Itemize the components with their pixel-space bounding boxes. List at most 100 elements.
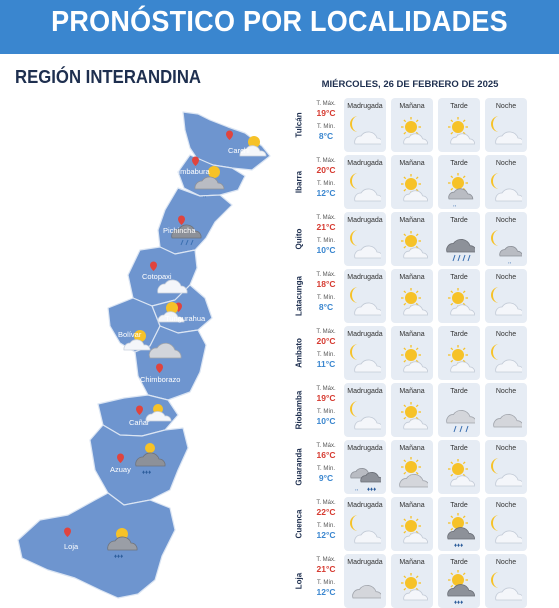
period-cell: Mañana — [391, 383, 433, 437]
max-temp: 16°C — [316, 450, 336, 460]
period-label: Mañana — [399, 217, 425, 224]
period-cell: Tarde ♦♦♦ — [438, 497, 480, 551]
period-cell: Madrugada — [344, 497, 386, 551]
pin-cotopaxi-icon — [150, 261, 157, 271]
forecast-row: Loja T. Máx. 21°C T. Mín. 12°C Madrugada Mañan… — [290, 554, 530, 608]
period-label: Mañana — [399, 388, 425, 395]
map-label-pichincha: Pichincha — [163, 226, 196, 235]
map-label-carchi: Carchi — [228, 146, 250, 155]
min-temp: 12°C — [316, 188, 336, 198]
period-label: Madrugada — [347, 331, 383, 338]
temperature-block: T. Máx. 21°C T. Mín. 12°C — [312, 556, 340, 597]
moon-cloud-icon — [491, 458, 522, 487]
forecast-row: Riobamba T. Máx. 19°C T. Mín. 10°C Madrugada M… — [290, 383, 530, 437]
sun-cloud-icon — [448, 288, 475, 316]
min-temp: 8°C — [318, 131, 334, 141]
map-gray-cloud-icon — [148, 342, 182, 359]
sun-cloud-icon — [401, 117, 428, 145]
temperature-block: T. Máx. 18°C T. Mín. 8°C — [312, 271, 340, 312]
map-sun-cloud-icon — [239, 136, 267, 157]
period-cell: Noche — [485, 326, 527, 380]
sun-cloud-icon — [448, 117, 475, 145]
period-label: Noche — [495, 160, 517, 167]
moon-cloud-icon — [350, 287, 381, 316]
period-label: Tarde — [450, 388, 468, 395]
period-label: Mañana — [399, 559, 425, 566]
sun-cloud-icon — [401, 288, 428, 316]
min-label: T. Mín. — [316, 124, 335, 130]
temperature-block: T. Máx. 21°C T. Mín. 10°C — [312, 214, 340, 255]
forecast-row: Latacunga T. Máx. 18°C T. Mín. 8°C Madrugada M… — [290, 269, 530, 323]
svg-text:♦♦♦: ♦♦♦ — [454, 600, 463, 606]
period-cell: Tarde,, — [438, 155, 480, 209]
min-temp: 8°C — [318, 302, 334, 312]
forecast-row: Tulcán T. Máx. 19°C T. Mín. 8°C Madrugada Maña… — [290, 98, 530, 152]
period-label: Madrugada — [347, 217, 383, 224]
page-title: PRONÓSTICO POR LOCALIDADES — [51, 6, 508, 38]
region-title: REGIÓN INTERANDINA — [15, 67, 202, 87]
period-cell: Mañana — [391, 554, 433, 608]
city-name: Latacunga — [294, 275, 303, 317]
map-sun-cloud-icon-2 — [157, 302, 185, 323]
map-label-imbabura: Imbabura — [178, 167, 211, 176]
map-pins — [64, 130, 233, 537]
period-cell: Noche — [485, 554, 527, 608]
forecast-date: MIÉRCOLES, 26 DE FEBRERO DE 2025 — [321, 79, 499, 90]
max-temp: 20°C — [316, 336, 336, 346]
period-cell: Noche — [485, 269, 527, 323]
period-label: Mañana — [399, 274, 425, 281]
svg-text:,,: ,, — [453, 202, 457, 207]
min-label: T. Mín. — [316, 295, 335, 301]
pin-azuay-icon — [117, 453, 124, 463]
period-cell: Tarde — [438, 212, 480, 266]
sun-cloud-icon — [401, 231, 428, 259]
period-label: Madrugada — [347, 388, 383, 395]
sun-behind-cloud-icon — [399, 457, 428, 488]
moon-cloud-icon — [350, 344, 381, 373]
city-name: Guaranda — [294, 448, 303, 486]
header-banner: PRONÓSTICO POR LOCALIDADES — [0, 0, 559, 54]
sun-cloud-drizzle-icon: ,, — [448, 173, 474, 207]
period-cell: Mañana — [391, 440, 433, 494]
period-cell: Tarde — [438, 98, 480, 152]
period-label: Mañana — [399, 103, 425, 110]
map-dark-cloud-rain-icon: ♦♦♦ — [135, 443, 166, 476]
period-cell: Noche — [485, 155, 527, 209]
map-label-canar: Cañar — [129, 418, 150, 427]
period-label: Tarde — [450, 331, 468, 338]
city-name: Riobamba — [294, 390, 303, 430]
moon-cloud-icon — [491, 344, 522, 373]
period-label: Madrugada — [347, 274, 383, 281]
province-chimborazo — [134, 325, 207, 401]
pin-canar-icon — [136, 405, 143, 415]
period-label: Noche — [495, 331, 517, 338]
max-label: T. Máx. — [316, 215, 336, 221]
period-cell: Madrugada — [344, 98, 386, 152]
cloudy-icon — [352, 584, 381, 599]
temperature-block: T. Máx. 19°C T. Mín. 8°C — [312, 100, 340, 141]
temperature-block: T. Máx. 19°C T. Mín. 10°C — [312, 385, 340, 426]
moon-cloud-icon — [491, 572, 522, 601]
period-label: Tarde — [450, 103, 468, 110]
temperature-block: T. Máx. 22°C T. Mín. 12°C — [312, 499, 340, 540]
period-label: Mañana — [399, 445, 425, 452]
moon-cloud-icon — [491, 515, 522, 544]
period-cell: Noche — [485, 98, 527, 152]
period-cell: Tarde — [438, 440, 480, 494]
period-label: Madrugada — [347, 160, 383, 167]
svg-text:♦♦♦: ♦♦♦ — [114, 554, 123, 560]
max-temp: 18°C — [316, 279, 336, 289]
min-label: T. Mín. — [316, 580, 335, 586]
province-pichincha — [157, 187, 233, 255]
sun-cloud-icon — [401, 174, 428, 202]
period-label: Tarde — [450, 445, 468, 452]
max-label: T. Máx. — [316, 557, 336, 563]
max-temp: 19°C — [316, 108, 336, 118]
sun-dark-cloud-rain-icon: ♦♦♦ — [447, 570, 475, 606]
min-temp: 11°C — [316, 359, 336, 369]
period-cell: Madrugada — [344, 326, 386, 380]
svg-text:,,: ,, — [508, 259, 512, 264]
period-label: Tarde — [450, 502, 468, 509]
map-sun-cloud-icon-4 — [145, 404, 172, 422]
period-cell: Noche — [485, 440, 527, 494]
